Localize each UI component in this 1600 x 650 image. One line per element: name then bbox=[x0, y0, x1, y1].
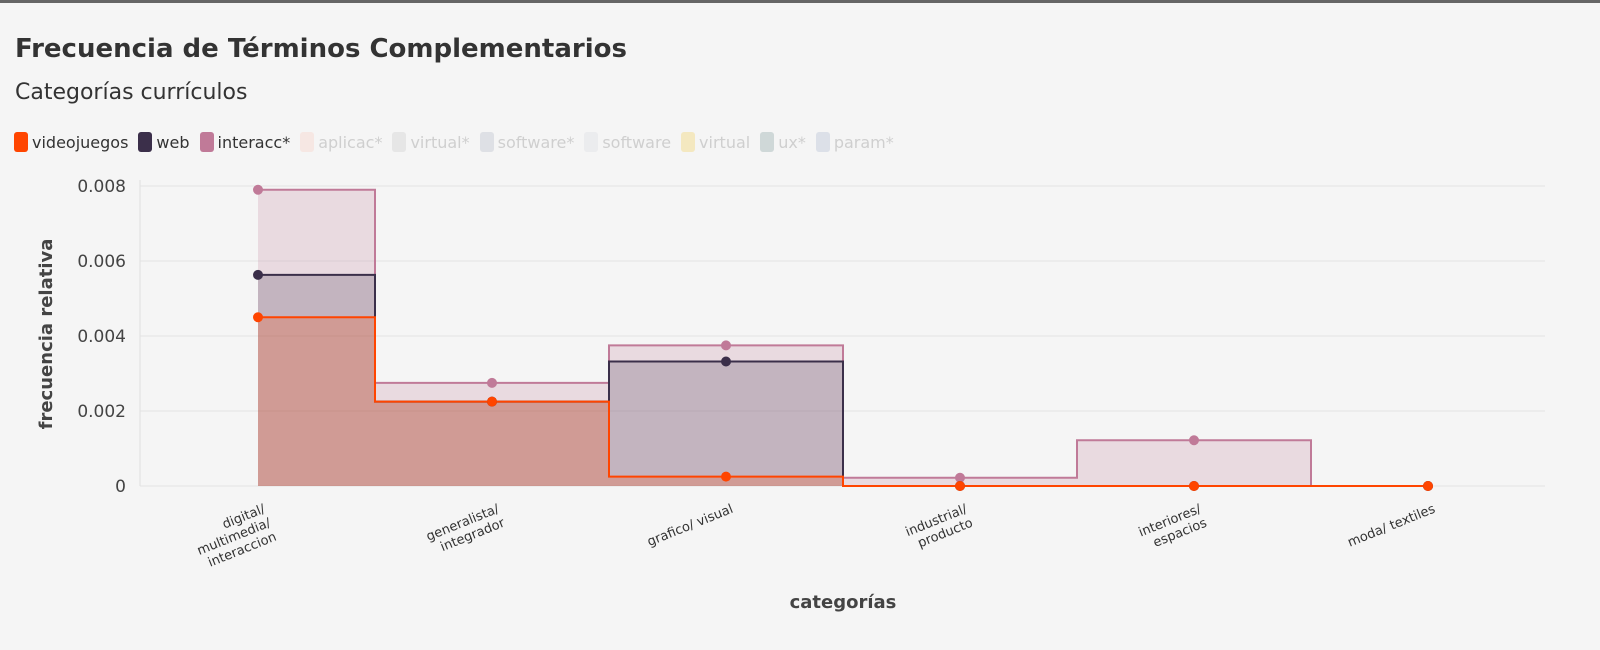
legend-item-virtual[interactable]: virtual bbox=[681, 132, 750, 152]
x-tick-label: digital/multimedia/interaccion bbox=[189, 502, 279, 573]
legend-item-videojuegos[interactable]: videojuegos bbox=[14, 132, 128, 152]
legend-item-aplicac[interactable]: aplicac* bbox=[300, 132, 382, 152]
x-tick-label: grafico/ visual bbox=[645, 502, 735, 550]
legend-label: aplicac* bbox=[318, 132, 383, 152]
point-videojuegos bbox=[253, 312, 263, 323]
point-interacc bbox=[955, 472, 965, 483]
legend-item-param[interactable]: param* bbox=[815, 132, 894, 152]
legend-label: software* bbox=[497, 132, 575, 152]
x-tick-label: moda/ textiles bbox=[1346, 502, 1438, 551]
chart-subtitle: Categorías currículos bbox=[15, 80, 248, 105]
legend-label: interacc* bbox=[217, 132, 291, 152]
legend-swatch bbox=[199, 132, 214, 152]
point-videojuegos bbox=[487, 396, 497, 407]
legend-label: videojuegos bbox=[32, 132, 129, 152]
y-tick-label: 0.006 bbox=[77, 252, 126, 272]
legend-item-web[interactable]: web bbox=[138, 132, 190, 152]
point-interacc bbox=[721, 340, 731, 351]
chart-title: Frecuencia de Términos Complementarios bbox=[15, 34, 627, 64]
point-videojuegos bbox=[1423, 481, 1433, 491]
point-web bbox=[721, 356, 731, 367]
legend-swatch bbox=[14, 132, 28, 152]
legend-swatch bbox=[760, 132, 775, 152]
area-videojuegos bbox=[258, 317, 1428, 486]
point-web bbox=[253, 269, 263, 280]
legend-label: virtual* bbox=[410, 132, 470, 152]
x-tick-label-line: grafico/ visual bbox=[645, 502, 735, 550]
legend-swatch bbox=[392, 132, 407, 152]
legend: videojuegos web interacc* aplicac* virtual* s… bbox=[14, 131, 904, 153]
point-interacc bbox=[1189, 435, 1199, 446]
legend-swatch bbox=[584, 132, 599, 152]
y-tick-label: 0.002 bbox=[77, 402, 126, 422]
point-videojuegos bbox=[1189, 481, 1199, 491]
area-interacc bbox=[258, 189, 1428, 486]
legend-item-ux[interactable]: ux* bbox=[760, 132, 806, 152]
legend-swatch bbox=[138, 132, 153, 152]
point-videojuegos bbox=[955, 481, 965, 491]
legend-swatch bbox=[681, 132, 696, 152]
point-interacc bbox=[487, 377, 497, 388]
x-tick-label: industrial/producto bbox=[903, 502, 975, 554]
legend-label: ux* bbox=[778, 132, 806, 152]
x-tick-label: interiores/espacios bbox=[1137, 502, 1210, 555]
y-tick-label: 0.004 bbox=[77, 327, 126, 347]
point-interacc bbox=[253, 184, 263, 195]
legend-label: software bbox=[602, 132, 672, 152]
x-axis-title: categorías bbox=[790, 592, 897, 613]
legend-item-interacc[interactable]: interacc* bbox=[199, 132, 291, 152]
legend-label: virtual bbox=[699, 132, 751, 152]
legend-label: param* bbox=[833, 132, 894, 152]
legend-item-software[interactable]: software bbox=[584, 132, 671, 152]
x-tick-label: generalista/integrador bbox=[424, 502, 507, 559]
point-videojuegos bbox=[721, 471, 731, 482]
y-axis-title: frecuencia relativa bbox=[36, 239, 57, 430]
top-border bbox=[0, 0, 1600, 3]
legend-item-virtual[interactable]: virtual* bbox=[392, 132, 470, 152]
legend-swatch bbox=[479, 132, 494, 152]
legend-swatch bbox=[300, 132, 315, 152]
y-tick-label: 0.008 bbox=[77, 177, 126, 197]
legend-swatch bbox=[815, 132, 830, 152]
x-tick-label-line: moda/ textiles bbox=[1346, 502, 1438, 551]
y-tick-label: 0 bbox=[115, 477, 126, 497]
legend-item-software[interactable]: software* bbox=[479, 132, 575, 152]
legend-label: web bbox=[156, 132, 190, 152]
